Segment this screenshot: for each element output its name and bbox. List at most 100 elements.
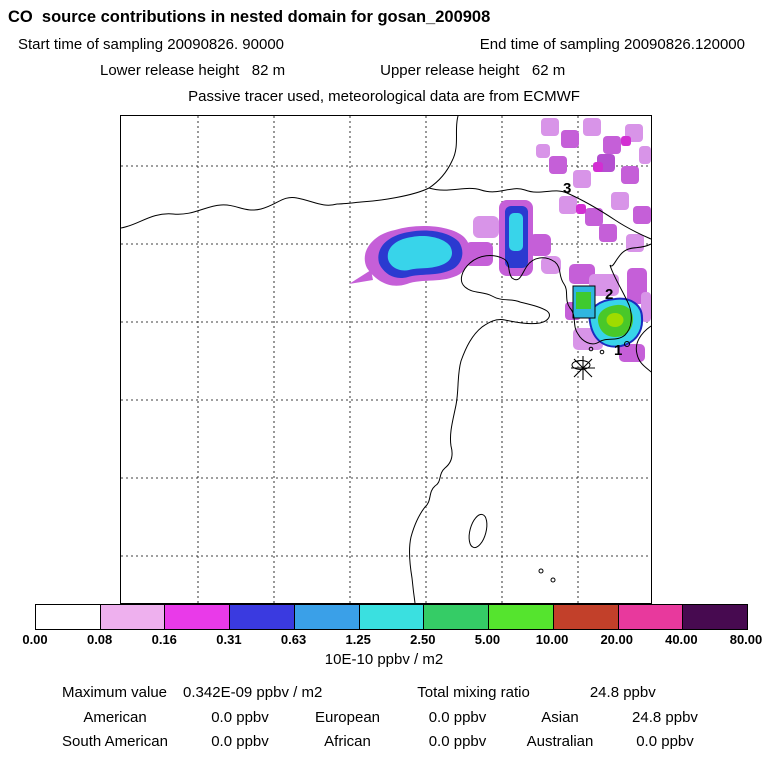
stats-row-2: South American 0.0 ppbv African 0.0 ppbv Aus… <box>40 733 740 750</box>
colorbar-segment <box>423 605 489 629</box>
total-mixing-value: 24.8 ppbv <box>589 684 656 701</box>
concentration-patch <box>576 204 586 214</box>
concentration-patch <box>621 166 639 184</box>
latlon-grid <box>121 116 651 603</box>
concentration-patch <box>621 136 631 146</box>
small-island <box>624 341 630 347</box>
colorbar-segment <box>293 605 359 629</box>
small-island <box>550 577 556 583</box>
concentration-patch <box>541 256 561 274</box>
concentration-patch <box>599 224 617 242</box>
concentration-patch <box>611 192 629 210</box>
concentration-patch <box>465 242 493 266</box>
total-mixing-label: Total mixing ratio <box>417 684 530 701</box>
small-island <box>599 349 605 355</box>
colorbar-units-label: 10E-10 ppbv / m2 <box>324 651 444 668</box>
concentration-patch <box>639 146 651 164</box>
colorbar-segment <box>617 605 683 629</box>
region-value: 0.0 ppbv <box>636 733 694 750</box>
max-value-label: Maximum value <box>62 684 168 701</box>
plume-northeast-china <box>364 225 471 286</box>
region-value: 0.0 ppbv <box>428 733 487 750</box>
colorbar-segment <box>164 605 230 629</box>
colorbar-tick-label: 0.00 <box>22 632 48 647</box>
tracer-note: Passive tracer used, meteorological data… <box>188 88 580 105</box>
colorbar-tick-label: 0.08 <box>86 632 113 647</box>
concentration-patch <box>633 206 651 224</box>
end-time-text: End time of sampling 20090826.120000 <box>479 36 745 53</box>
concentration-patch <box>529 234 551 256</box>
site2-cell-core <box>576 292 591 309</box>
stats-summary-line: Maximum value 0.342E-09 ppbv / m2 Total … <box>62 684 656 701</box>
lower-release-text: Lower release height 82 m <box>100 62 286 79</box>
colorbar-segment <box>229 605 294 629</box>
region-label: European <box>314 709 381 726</box>
region-value: 0.0 ppbv <box>211 709 269 726</box>
bar-cyan-core <box>509 213 523 251</box>
plume-cyan-core <box>387 236 452 271</box>
colorbar-segment <box>99 605 165 629</box>
site-label-2: 2 <box>605 286 613 303</box>
colorbar-tick-label: 1.25 <box>345 632 371 647</box>
colorbar-tick-label: 10.00 <box>535 632 569 647</box>
colorbar-tick-label: 0.31 <box>216 632 242 647</box>
coast-primorye <box>566 192 651 240</box>
concentration-patch <box>583 118 601 136</box>
colorbar-segment <box>552 605 618 629</box>
concentration-patch <box>549 156 567 174</box>
concentration-patch <box>559 196 577 214</box>
colorbar-segment <box>358 605 424 629</box>
colorbar-tick-label: 2.50 <box>410 632 436 647</box>
colorbar-tick-label: 0.63 <box>280 632 307 647</box>
concentration-patch <box>641 292 651 322</box>
concentration-patch <box>593 162 603 172</box>
concentration-patch <box>573 170 591 188</box>
border-russia <box>428 187 568 194</box>
concentration-fringe-patches <box>349 118 651 362</box>
region-label: African <box>324 733 371 750</box>
region-label: South American <box>62 733 168 750</box>
border-mongolia <box>121 196 338 229</box>
korea-peak-core <box>606 313 624 327</box>
stats-row-1: American 0.0 ppbv European 0.0 ppbv Asian 24.… <box>40 709 740 726</box>
colorbar-tick-label: 5.00 <box>474 632 501 647</box>
region-value: 24.8 ppbv <box>632 709 698 726</box>
small-island <box>538 568 544 574</box>
concentration-patch <box>536 144 550 158</box>
concentration-patch <box>585 208 603 226</box>
coastlines <box>121 116 651 603</box>
concentration-patch <box>541 118 559 136</box>
release-height-line: Lower release height 82 m Upper release … <box>100 62 565 79</box>
concentration-patch <box>473 216 499 238</box>
concentration-patch <box>603 136 621 154</box>
start-time-text: Start time of sampling 20090826. 90000 <box>18 36 285 53</box>
colorbar-ticks: 0.00 0.08 0.16 0.31 0.63 1.25 2.50 5.00 10.00 20.… <box>22 632 762 648</box>
figure-title: CO source contributions in nested domain… <box>8 8 491 26</box>
colorbar-tick-label: 40.00 <box>665 632 698 647</box>
map-plot-area: 3 2 1 <box>120 115 652 604</box>
small-island <box>588 346 594 352</box>
concentration-patch <box>589 274 619 296</box>
coast-mainland <box>408 243 651 603</box>
site-label-1: 1 <box>614 342 622 359</box>
map-svg: 3 2 1 <box>121 116 651 603</box>
colorbar-segment <box>36 605 100 629</box>
region-value: 0.0 ppbv <box>428 709 487 726</box>
site-label-3: 3 <box>563 180 571 197</box>
sampling-time-line: Start time of sampling 20090826. 90000 E… <box>18 36 745 53</box>
concentration-patch <box>569 264 595 284</box>
region-label: Asian <box>541 709 579 726</box>
coast-kyushu <box>635 325 651 373</box>
colorbar-tick-label: 20.00 <box>600 632 633 647</box>
colorbar-tick-label: 0.16 <box>151 632 177 647</box>
colorbar-tick-label: 80.00 <box>729 632 763 647</box>
region-label: American <box>83 709 147 726</box>
concentration-patch <box>349 270 373 284</box>
region-label: Australian <box>526 733 594 750</box>
upper-release-text: Upper release height 62 m <box>380 62 566 79</box>
concentration-patch <box>561 130 579 148</box>
asterisk-receptor-marker <box>571 356 595 380</box>
plume-korea-hotspot <box>572 285 644 348</box>
colorbar-segment <box>488 605 553 629</box>
concentration-patch <box>619 344 645 362</box>
